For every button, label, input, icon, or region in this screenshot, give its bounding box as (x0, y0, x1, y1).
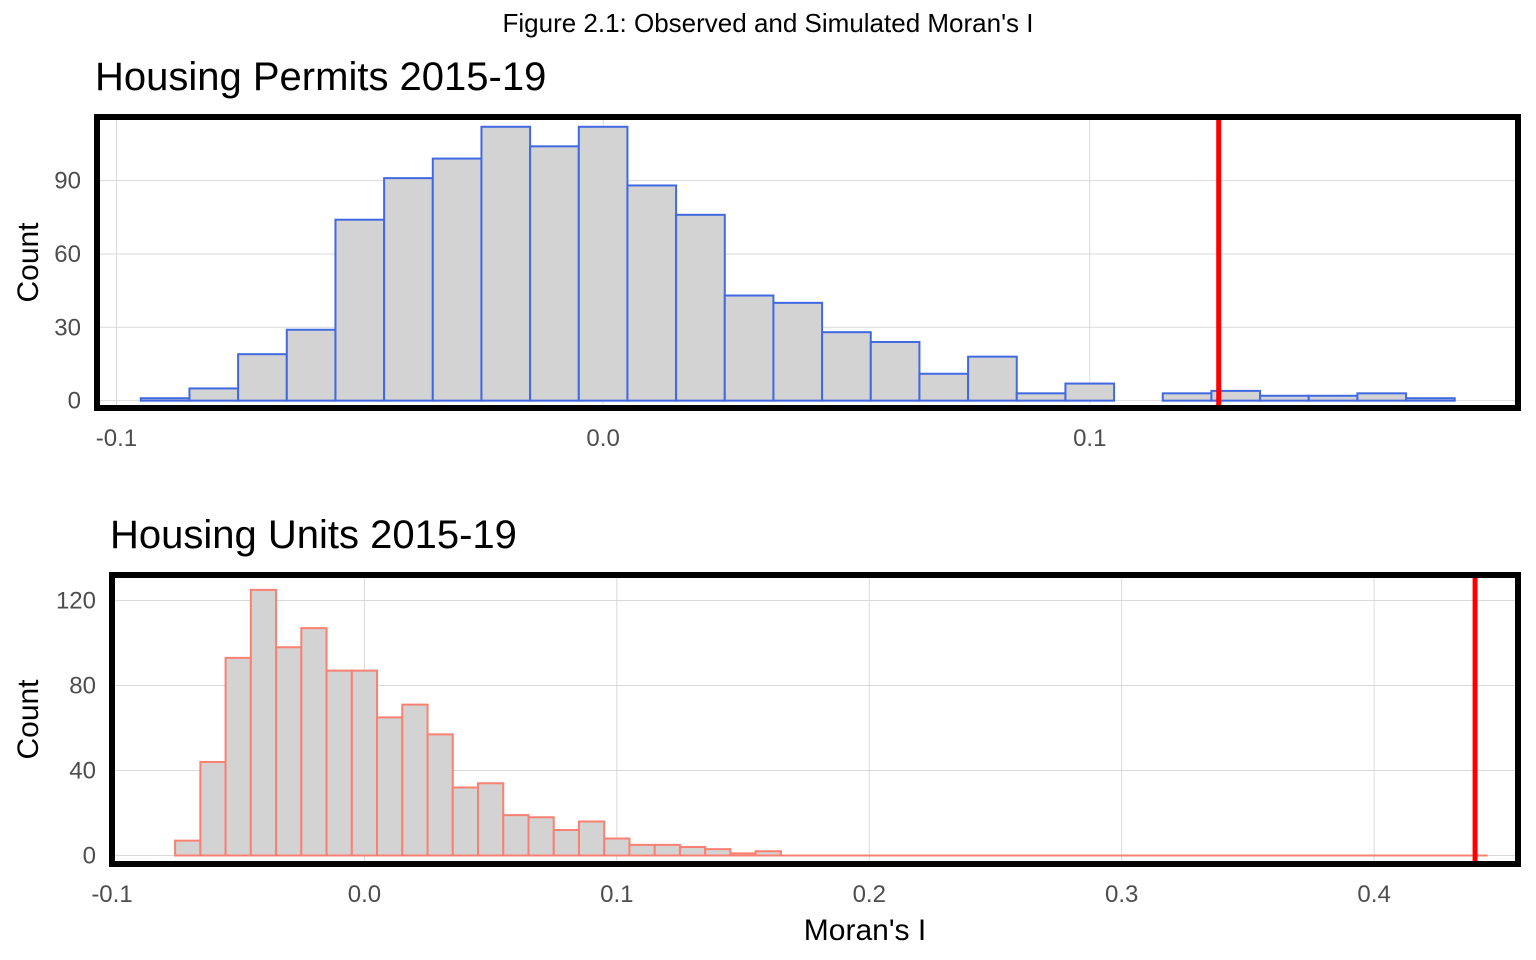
units-bar (502, 814, 530, 857)
units-bar (224, 656, 252, 857)
permits-bar (431, 157, 483, 402)
permits-x-tick-label: 0.0 (586, 425, 619, 452)
units-bar (704, 848, 732, 857)
units-bar (249, 588, 278, 857)
permits-bar (480, 125, 532, 402)
permits-bar (139, 397, 191, 402)
permits-bar (821, 331, 872, 402)
permits-y-tick-label: 0 (68, 388, 81, 415)
figure-title: Figure 2.1: Observed and Simulated Moran… (502, 8, 1033, 38)
units-x-tick-label: 0.3 (1105, 881, 1138, 908)
permits-bar (626, 184, 678, 402)
units-bar (477, 782, 505, 857)
units-bar (426, 733, 454, 857)
units-bar (603, 837, 631, 857)
units-bar (729, 852, 757, 857)
units-y-axis-label: Count (12, 679, 45, 760)
units-bar (653, 843, 681, 857)
permits-x-tick-label: -0.1 (96, 425, 137, 452)
units-title: Housing Units 2015-19 (110, 513, 517, 557)
permits-bar (967, 355, 1018, 402)
permits-bar (1259, 394, 1310, 402)
permits-bar (334, 218, 386, 402)
units-bar (527, 816, 555, 857)
permits-bar (188, 387, 240, 402)
units-y-tick-label: 80 (69, 673, 96, 700)
units-x-tick-label: -0.1 (91, 881, 132, 908)
permits-y-tick-label: 90 (54, 168, 81, 195)
units-x-axis-label: Moran's I (804, 914, 926, 947)
units-bar (325, 669, 353, 857)
units-bar (376, 716, 404, 857)
permits-bar (1405, 397, 1456, 402)
units-bar (552, 829, 580, 857)
units-bar (628, 843, 656, 857)
units-x-tick-label: 0.4 (1357, 881, 1390, 908)
permits-bar (772, 301, 824, 402)
units-x-tick-label: 0.2 (853, 881, 886, 908)
permits-bar (529, 145, 580, 402)
units-y-tick-label: 120 (56, 588, 96, 615)
units-y-tick-label: 40 (69, 758, 96, 785)
permits-y-tick-label: 30 (54, 314, 81, 341)
permits-x-tick-label: 0.1 (1073, 425, 1106, 452)
units-bar (350, 669, 379, 857)
units-bar (199, 761, 227, 857)
permits-bar (1307, 394, 1359, 402)
units-y-tick-label: 0 (83, 843, 96, 870)
permits-title: Housing Permits 2015-19 (95, 55, 546, 99)
units-bar (577, 820, 606, 857)
units-panel-border (109, 572, 1521, 867)
permits-bar (577, 125, 629, 402)
permits-bar (723, 294, 775, 402)
permits-panel-border (94, 114, 1521, 411)
permits-bar (1161, 392, 1213, 402)
permits-bar (237, 353, 288, 402)
units-bar (451, 786, 480, 857)
units-bar (174, 839, 202, 857)
permits-bar (869, 340, 921, 402)
units-bar (275, 646, 303, 857)
permits-panel: Housing Permits 2015-19 0 30 60 90 -0.1 0.0 0.1… (12, 55, 1521, 452)
permits-bar (383, 177, 434, 402)
units-bar (678, 846, 707, 857)
permits-bar (918, 372, 970, 402)
permits-bar (1015, 392, 1067, 402)
units-x-tick-label: 0.0 (348, 881, 381, 908)
units-bar (754, 850, 782, 857)
units-bar (401, 703, 429, 857)
units-bar (300, 627, 328, 857)
permits-bar (1064, 382, 1116, 402)
permits-y-tick-label: 60 (54, 241, 81, 268)
permits-bar (1356, 392, 1408, 402)
permits-bar (675, 213, 726, 402)
units-x-tick-label: 0.1 (600, 881, 633, 908)
permits-y-axis-label: Count (12, 222, 45, 303)
units-panel: Housing Units 2015-19 0 40 80 120 -0.1 0.0 0.1 0… (12, 513, 1521, 947)
permits-bar (285, 328, 337, 402)
